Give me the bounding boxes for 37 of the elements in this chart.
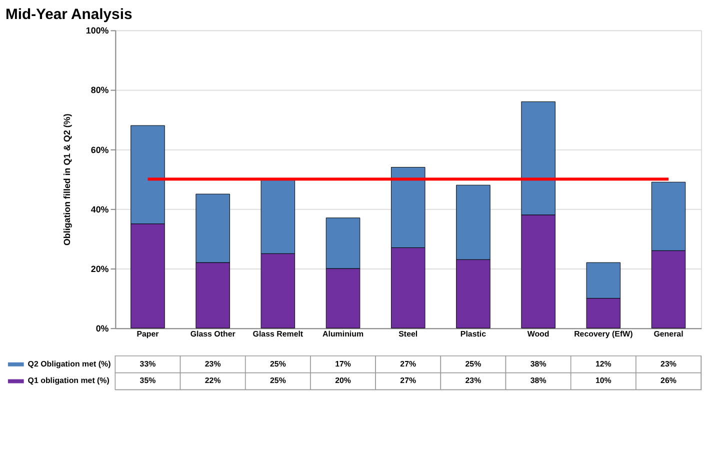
y-tick-label: 20% [90,264,109,274]
data-label: 10% [595,376,612,386]
x-tick-label: Wood [527,330,550,339]
data-label: 27% [400,376,416,386]
x-tick-label: Plastic [460,330,487,339]
data-label: 23% [204,359,221,368]
y-tick-label: 0% [96,324,109,334]
data-label: 23% [465,376,482,386]
data-label: 26% [660,376,676,386]
y-tick-label: 60% [90,144,109,155]
x-tick-label: Aluminium [322,330,364,339]
legend-label: Q2 Obligation met (%) [28,359,112,368]
data-label: 25% [270,376,286,386]
x-tick-label: Recovery (EfW) [574,330,634,339]
data-label: 25% [270,359,286,368]
data-label: 38% [530,359,546,368]
x-tick-label: Glass Other [190,330,236,339]
data-label: 20% [335,376,351,386]
y-axis-title: Obligation filled in Q1 & Q2 (%) [62,114,72,246]
data-label: 35% [140,376,156,386]
data-label: 23% [660,359,676,368]
y-tick-label: 100% [86,26,109,36]
x-tick-label: Paper [136,330,159,339]
x-tick-label: General [654,330,684,339]
legend-label: Q1 obligation met (%) [28,376,110,386]
x-tick-label: Glass Remelt [252,330,304,339]
data-label: 17% [335,359,351,368]
chart-title: Mid-Year Analysis [5,6,132,23]
data-label: 12% [595,359,612,368]
data-label: 38% [530,376,546,386]
x-tick-label: Steel [398,330,418,339]
y-tick-label: 40% [90,204,109,214]
y-tick-label: 80% [90,85,109,96]
data-label: 25% [465,359,482,368]
data-label: 22% [204,376,221,386]
data-label: 27% [400,359,416,368]
data-label: 33% [140,359,156,368]
